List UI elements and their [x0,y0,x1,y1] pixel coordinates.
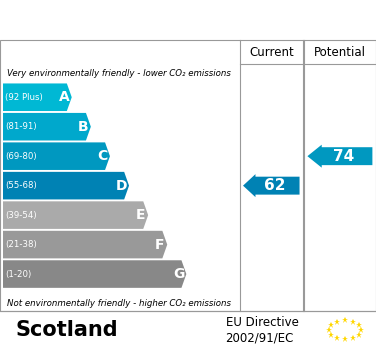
Text: (81-91): (81-91) [5,122,37,131]
Text: F: F [155,238,164,252]
Text: Very environmentally friendly - lower CO₂ emissions: Very environmentally friendly - lower CO… [8,70,231,78]
Text: (39-54): (39-54) [5,211,37,220]
Text: D: D [115,179,127,193]
Polygon shape [3,142,110,170]
Polygon shape [3,231,167,258]
Text: Potential: Potential [314,46,366,59]
Text: 62: 62 [264,178,285,193]
Text: (55-68): (55-68) [5,181,37,190]
Text: EU Directive
2002/91/EC: EU Directive 2002/91/EC [226,316,299,345]
Text: (1-20): (1-20) [5,270,32,278]
Text: 74: 74 [333,149,355,164]
Polygon shape [308,145,372,168]
Polygon shape [3,201,148,229]
Text: G: G [173,267,184,281]
Text: E: E [135,208,145,222]
Polygon shape [3,113,91,141]
Text: Not environmentally friendly - higher CO₂ emissions: Not environmentally friendly - higher CO… [8,299,231,308]
Polygon shape [243,174,300,197]
Text: A: A [59,90,69,104]
Text: C: C [97,149,107,163]
Text: (69-80): (69-80) [5,152,37,161]
Polygon shape [3,84,72,111]
Text: Scotland: Scotland [15,321,118,340]
Text: B: B [77,120,88,134]
Text: Current: Current [249,46,294,59]
Polygon shape [3,172,129,199]
Text: Environmental Impact (CO₂) Rating: Environmental Impact (CO₂) Rating [16,11,360,29]
Text: (92 Plus): (92 Plus) [5,93,43,102]
Text: (21-38): (21-38) [5,240,37,249]
Polygon shape [3,260,186,288]
